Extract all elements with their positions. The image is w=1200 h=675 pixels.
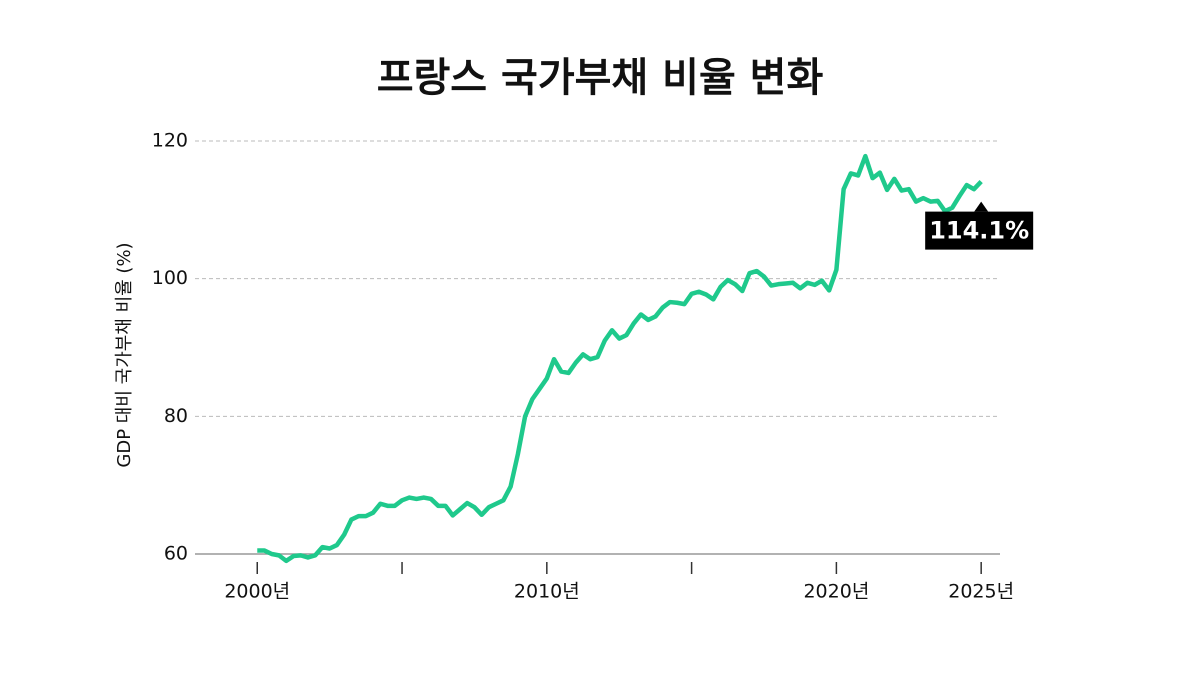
annotation-box [925,211,1034,250]
line-series [257,153,983,564]
x-tick-label: 2025년 [948,581,1014,603]
x-tick-label: 2000년 [224,581,290,603]
y-tick-label: 80 [164,405,188,427]
y-tick-label: 60 [164,543,188,565]
annotation-pointer [974,201,989,212]
x-tick-label: 2020년 [803,581,869,603]
y-tick-label: 120 [152,130,188,152]
chart-title: 프랑스 국가부채 비율 변화 [377,55,824,101]
y-tick-label: 100 [152,267,188,289]
annotation: 114.1% [929,217,1029,245]
y-axis-label: GDP 대비 국가부채 비율 (%) [114,242,135,467]
x-tick-label: 2010년 [514,581,580,603]
